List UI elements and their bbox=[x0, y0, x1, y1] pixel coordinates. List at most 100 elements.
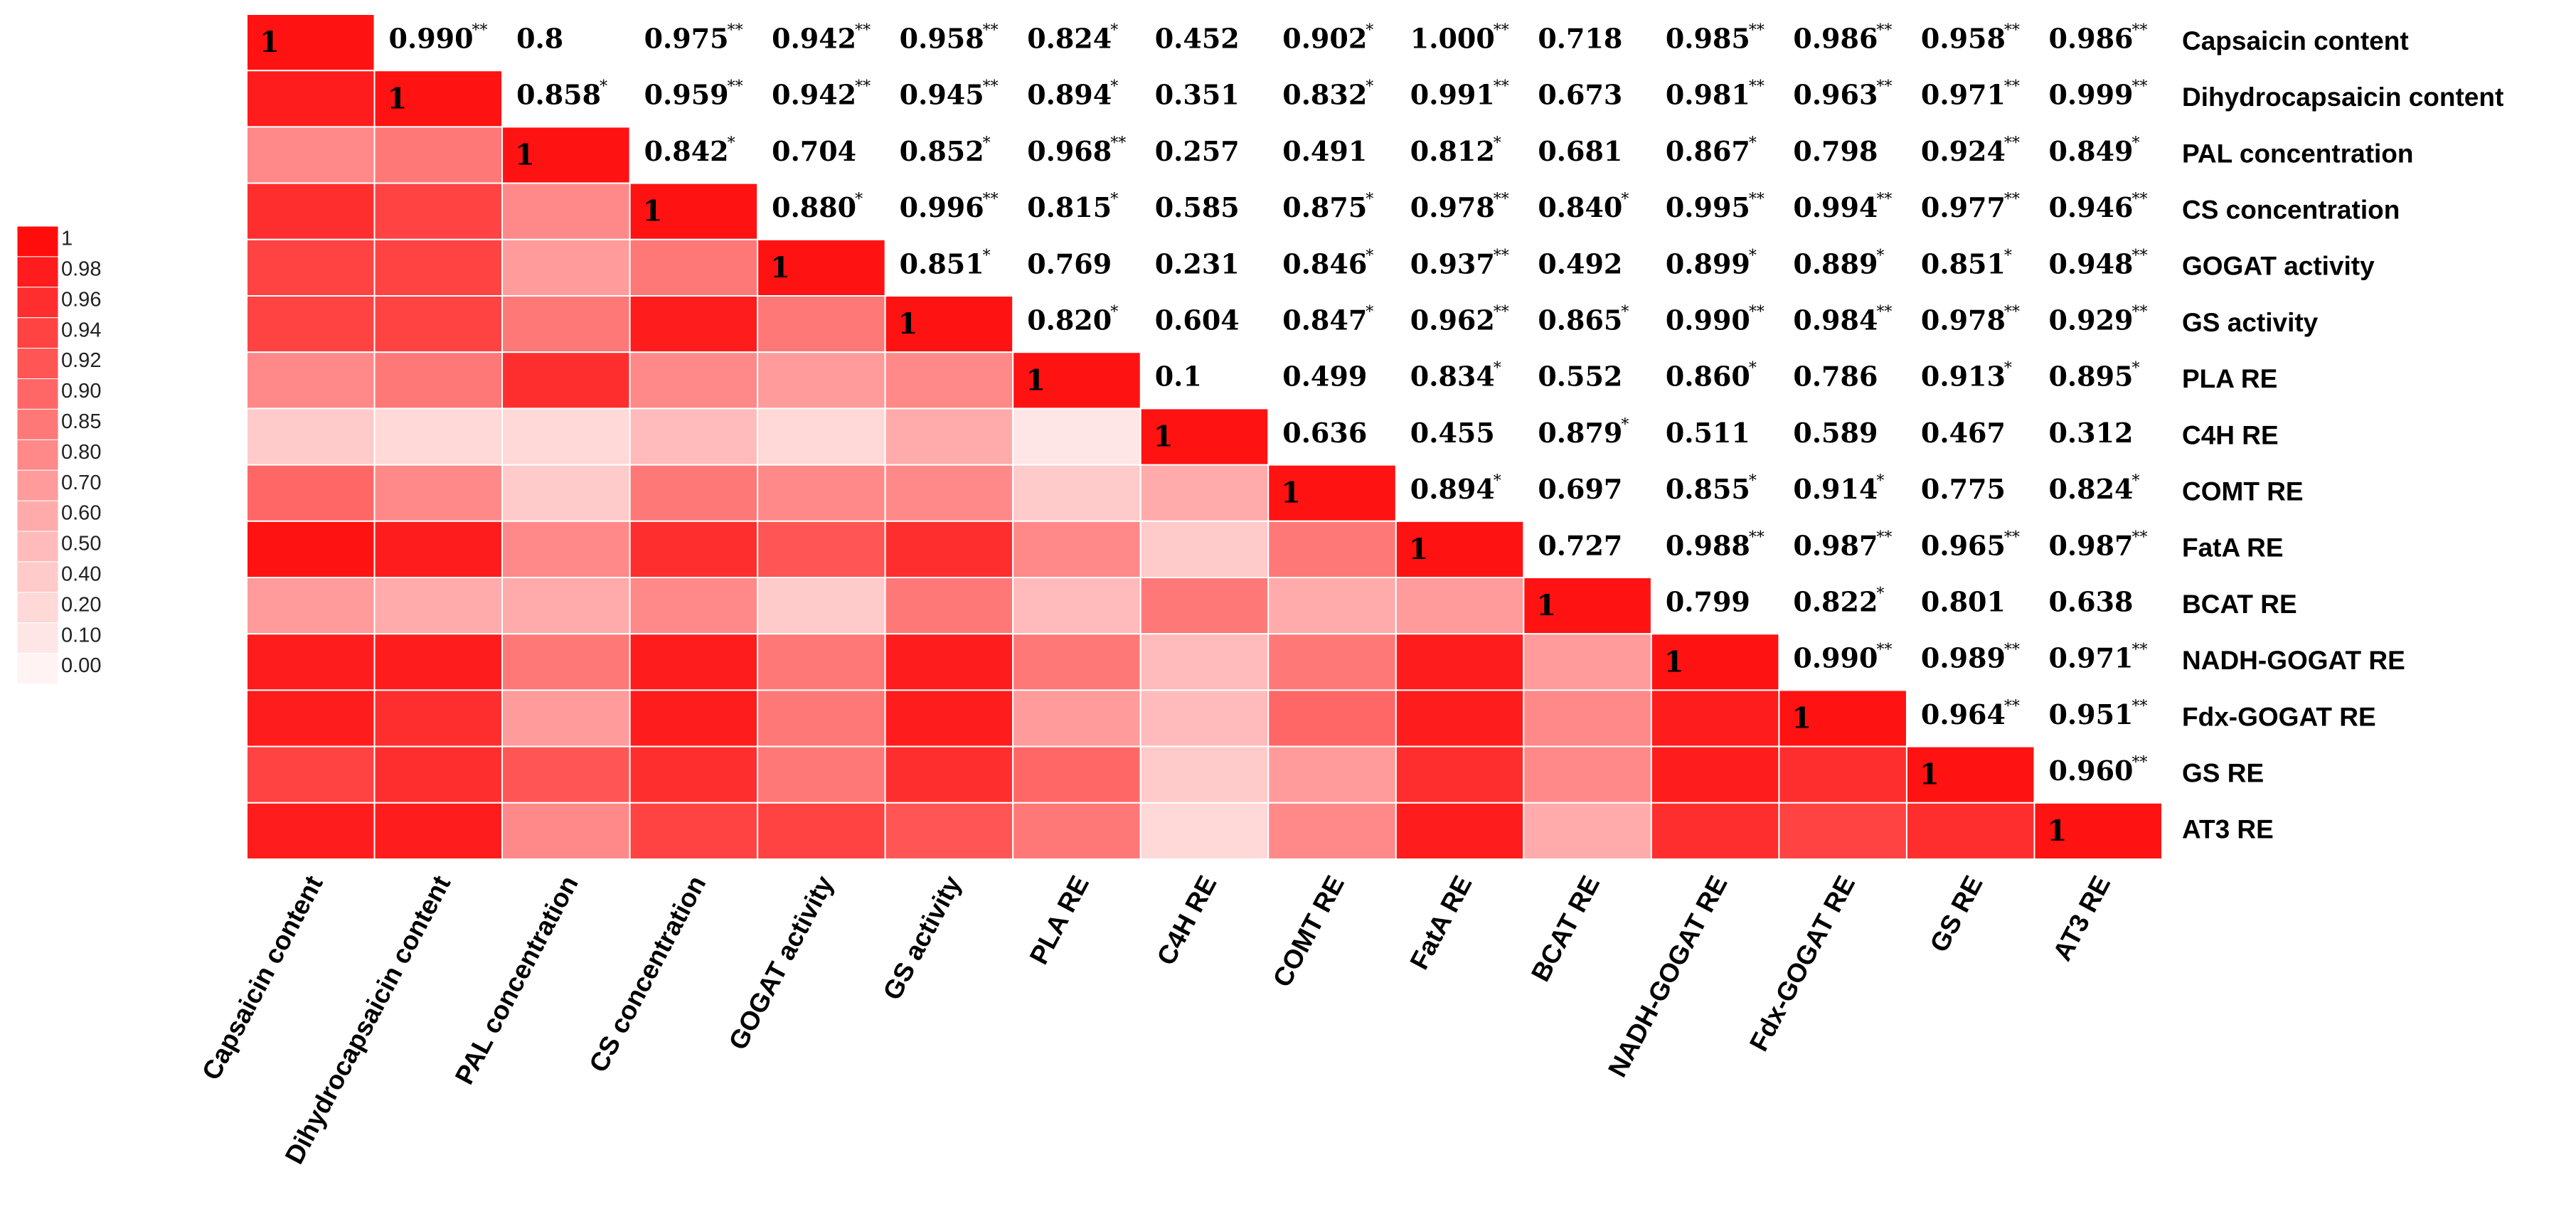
row-labels: Capsaicin content Dihydrocapsaicin conten… bbox=[2182, 26, 2503, 844]
correlation-value: 0.991 bbox=[1410, 79, 1495, 111]
heatmap-cell bbox=[246, 126, 376, 184]
correlation-value: 0.681 bbox=[1538, 135, 1622, 167]
correlation-value: 0.786 bbox=[1793, 361, 1878, 393]
correlation-value: 0.867 bbox=[1666, 135, 1750, 167]
significance-mark: ** bbox=[1876, 304, 1892, 321]
correlation-value: 0.971 bbox=[2048, 642, 2133, 674]
correlation-value: 0.880 bbox=[772, 191, 856, 223]
diagonal-value: 1 bbox=[1920, 758, 1939, 792]
correlation-value: 0.929 bbox=[2048, 304, 2133, 336]
heatmap-cell bbox=[373, 238, 504, 297]
legend-swatch bbox=[16, 653, 59, 684]
legend-tick-label: 0.00 bbox=[61, 654, 101, 677]
correlation-value: 0.840 bbox=[1538, 191, 1622, 223]
significance-mark: * bbox=[1110, 304, 1118, 321]
significance-mark: * bbox=[983, 247, 991, 265]
significance-mark: ** bbox=[1494, 247, 1509, 265]
significance-mark: * bbox=[2004, 247, 2012, 265]
heatmap-cell bbox=[757, 464, 886, 522]
correlation-value: 0.986 bbox=[2048, 23, 2133, 55]
significance-mark: ** bbox=[2004, 22, 2020, 40]
significance-mark: * bbox=[1749, 247, 1757, 265]
significance-mark: ** bbox=[1494, 191, 1509, 208]
heatmap-cell bbox=[1012, 802, 1141, 861]
correlation-value: 0.727 bbox=[1538, 529, 1622, 561]
column-label: PLA RE bbox=[1024, 871, 1095, 969]
significance-mark: * bbox=[1876, 472, 1884, 490]
significance-mark: ** bbox=[2131, 528, 2147, 546]
row-label: COMT RE bbox=[2182, 477, 2304, 506]
row-label: GS RE bbox=[2182, 758, 2264, 787]
significance-mark: * bbox=[1366, 78, 1373, 96]
correlation-value: 0.959 bbox=[644, 79, 729, 111]
significance-mark: ** bbox=[2131, 191, 2147, 208]
correlation-value: 0.942 bbox=[772, 23, 856, 55]
correlation-value: 0.585 bbox=[1155, 191, 1240, 223]
heatmap-cell bbox=[373, 126, 504, 184]
correlation-value: 0.989 bbox=[1921, 642, 2006, 674]
correlation-value: 0.946 bbox=[2048, 191, 2133, 223]
heatmap-cell-diagonal bbox=[884, 295, 1014, 353]
correlation-value: 0.971 bbox=[1921, 79, 2006, 111]
significance-mark: ** bbox=[1110, 134, 1126, 152]
correlation-value: 0.978 bbox=[1921, 304, 2006, 336]
heatmap-cell bbox=[757, 295, 886, 353]
heatmap-cell bbox=[757, 689, 886, 747]
correlation-value: 0.879 bbox=[1538, 417, 1622, 449]
correlation-value: 0.604 bbox=[1155, 304, 1240, 336]
correlation-value: 0.842 bbox=[644, 135, 729, 167]
heatmap-cell bbox=[501, 408, 631, 466]
column-label: GOGAT activity bbox=[723, 871, 839, 1055]
legend-swatch bbox=[16, 408, 59, 440]
row-label: NADH-GOGAT RE bbox=[2182, 646, 2405, 675]
heatmap-cell bbox=[1523, 745, 1652, 804]
significance-mark: * bbox=[1621, 304, 1629, 321]
heatmap-cell bbox=[1267, 633, 1397, 691]
correlation-value: 0.914 bbox=[1793, 473, 1878, 505]
heatmap-cell bbox=[1267, 577, 1397, 635]
correlation-value: 0.942 bbox=[772, 79, 856, 111]
legend-swatch bbox=[16, 256, 59, 288]
heatmap-cell bbox=[629, 351, 759, 410]
diagonal-value: 1 bbox=[1154, 420, 1173, 453]
significance-mark: * bbox=[1621, 191, 1629, 208]
heatmap-cell bbox=[1650, 689, 1780, 747]
legend-swatch bbox=[16, 500, 59, 532]
legend-tick-label: 0.40 bbox=[61, 563, 101, 585]
diagonal-value: 1 bbox=[1409, 533, 1429, 566]
heatmap-cell bbox=[501, 745, 631, 804]
heatmap-cell bbox=[1012, 577, 1141, 635]
correlation-value: 0.491 bbox=[1282, 135, 1367, 167]
heatmap-cell bbox=[1139, 577, 1270, 635]
legend-swatch bbox=[16, 469, 59, 501]
significance-mark: ** bbox=[1876, 528, 1892, 546]
heatmap-cell bbox=[246, 464, 376, 522]
correlation-value: 0.945 bbox=[900, 79, 984, 111]
heatmap-cell bbox=[501, 238, 631, 297]
correlation-value: 0.718 bbox=[1538, 23, 1622, 55]
significance-mark: ** bbox=[1876, 22, 1892, 40]
significance-mark: ** bbox=[2004, 191, 2020, 208]
heatmap-cell bbox=[1139, 745, 1270, 804]
significance-mark: * bbox=[1366, 22, 1373, 40]
correlation-value: 0.951 bbox=[2048, 698, 2133, 730]
correlation-value: 0.812 bbox=[1410, 135, 1495, 167]
legend-swatch bbox=[16, 287, 59, 319]
significance-mark: * bbox=[2131, 360, 2139, 378]
heatmap-cell bbox=[629, 464, 759, 522]
heatmap-cell bbox=[501, 351, 631, 410]
diagonal-value: 1 bbox=[2047, 814, 2067, 848]
significance-mark: ** bbox=[1876, 78, 1892, 96]
significance-mark: ** bbox=[855, 22, 871, 40]
heatmap-cell bbox=[246, 689, 376, 747]
heatmap-cell bbox=[757, 520, 886, 578]
significance-mark: ** bbox=[983, 78, 999, 96]
heatmap-cell bbox=[884, 351, 1014, 410]
significance-mark: ** bbox=[1749, 304, 1765, 321]
heatmap-cell bbox=[373, 182, 504, 240]
legend-swatch bbox=[16, 592, 59, 624]
significance-mark: * bbox=[2131, 472, 2139, 490]
row-label: Dihydrocapsaicin content bbox=[2182, 83, 2503, 112]
legend-tick-label: 0.85 bbox=[61, 410, 101, 433]
heatmap-cell bbox=[373, 408, 504, 466]
